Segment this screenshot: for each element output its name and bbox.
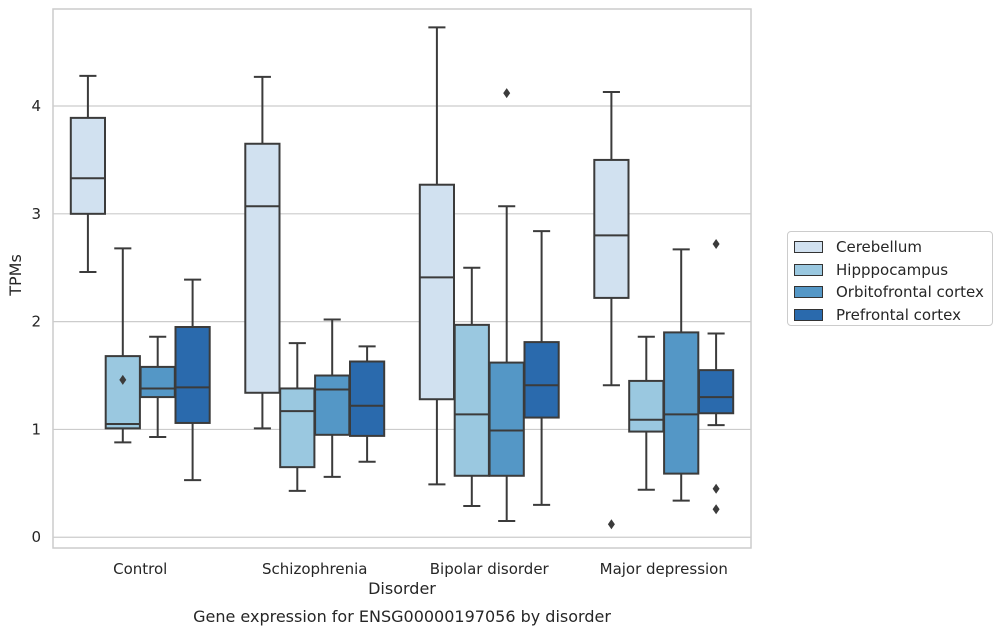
legend-label: Cerebellum	[836, 238, 922, 257]
outlier-point	[607, 519, 615, 530]
box-0-3	[593, 91, 630, 530]
box-iqr	[453, 323, 490, 477]
y-tick-labels: 0 1 2 3 4	[31, 97, 41, 546]
legend-label: Prefrontal cortex	[836, 305, 961, 324]
outlier-point	[712, 504, 720, 515]
box-3-3	[697, 239, 735, 515]
outlier-point	[712, 483, 720, 494]
box-iqr	[314, 374, 351, 436]
box-3-1	[348, 345, 386, 463]
box-iqr	[663, 331, 700, 475]
box-1-3	[628, 335, 665, 491]
outlier-point	[503, 88, 511, 99]
legend-swatch	[794, 263, 823, 276]
box-iqr	[174, 326, 211, 424]
box-iqr	[139, 365, 176, 399]
x-tick-label: Schizophrenia	[262, 560, 367, 578]
box-2-0	[139, 335, 176, 438]
box-iqr	[628, 379, 665, 433]
outlier-point	[712, 239, 720, 250]
x-tick-label: Bipolar disorder	[430, 560, 550, 578]
box-iqr	[279, 387, 316, 469]
chart-caption: Gene expression for ENSG00000197056 by d…	[193, 607, 611, 626]
box-0-1	[244, 75, 281, 430]
legend-swatch	[794, 241, 823, 254]
box-iqr	[348, 360, 386, 437]
box-2-1	[314, 318, 351, 478]
y-tick-label: 4	[31, 97, 41, 115]
box-0-0	[69, 74, 107, 274]
legend-item: Prefrontal cortex	[794, 304, 992, 327]
legend-label: Orbitofrontal cortex	[836, 283, 984, 302]
box-3-0	[174, 278, 211, 482]
y-tick-label: 3	[31, 205, 41, 223]
legend-label: Hipppocampus	[836, 260, 949, 279]
box-iqr	[104, 355, 141, 430]
box-2-3	[663, 248, 700, 502]
y-axis-label: TPMs	[6, 254, 25, 297]
legend-swatch	[794, 308, 823, 321]
outlier-point	[119, 374, 127, 385]
box-iqr	[244, 142, 281, 394]
box-iqr	[488, 361, 525, 477]
legend-item: Hipppocampus	[794, 259, 992, 282]
box-3-2	[523, 230, 560, 506]
box-iqr	[697, 369, 735, 415]
chart-legend: Cerebellum Hipppocampus Orbitofrontal cort…	[787, 231, 993, 326]
box-2-2	[488, 88, 525, 523]
box-1-1	[279, 342, 316, 492]
box-iqr	[593, 158, 630, 299]
legend-item: Cerebellum	[794, 236, 992, 259]
y-tick-label: 1	[31, 420, 41, 438]
y-tick-label: 0	[31, 528, 41, 546]
box-plot-marks	[69, 26, 735, 530]
box-1-0	[104, 247, 141, 444]
x-tick-label: Major depression	[600, 560, 728, 578]
box-1-2	[453, 266, 490, 507]
box-0-2	[418, 26, 456, 486]
box-iqr	[418, 183, 456, 401]
y-tick-label: 2	[31, 313, 41, 331]
legend-swatch	[794, 286, 823, 299]
box-iqr	[523, 341, 560, 419]
x-axis-label: Disorder	[368, 579, 436, 598]
x-tick-labels: Control Schizophrenia Bipolar disorder Majo…	[113, 560, 728, 578]
box-iqr	[69, 116, 107, 215]
plot-frame	[52, 8, 752, 549]
legend-item: Orbitofrontal cortex	[794, 281, 992, 304]
x-tick-label: Control	[113, 560, 167, 578]
